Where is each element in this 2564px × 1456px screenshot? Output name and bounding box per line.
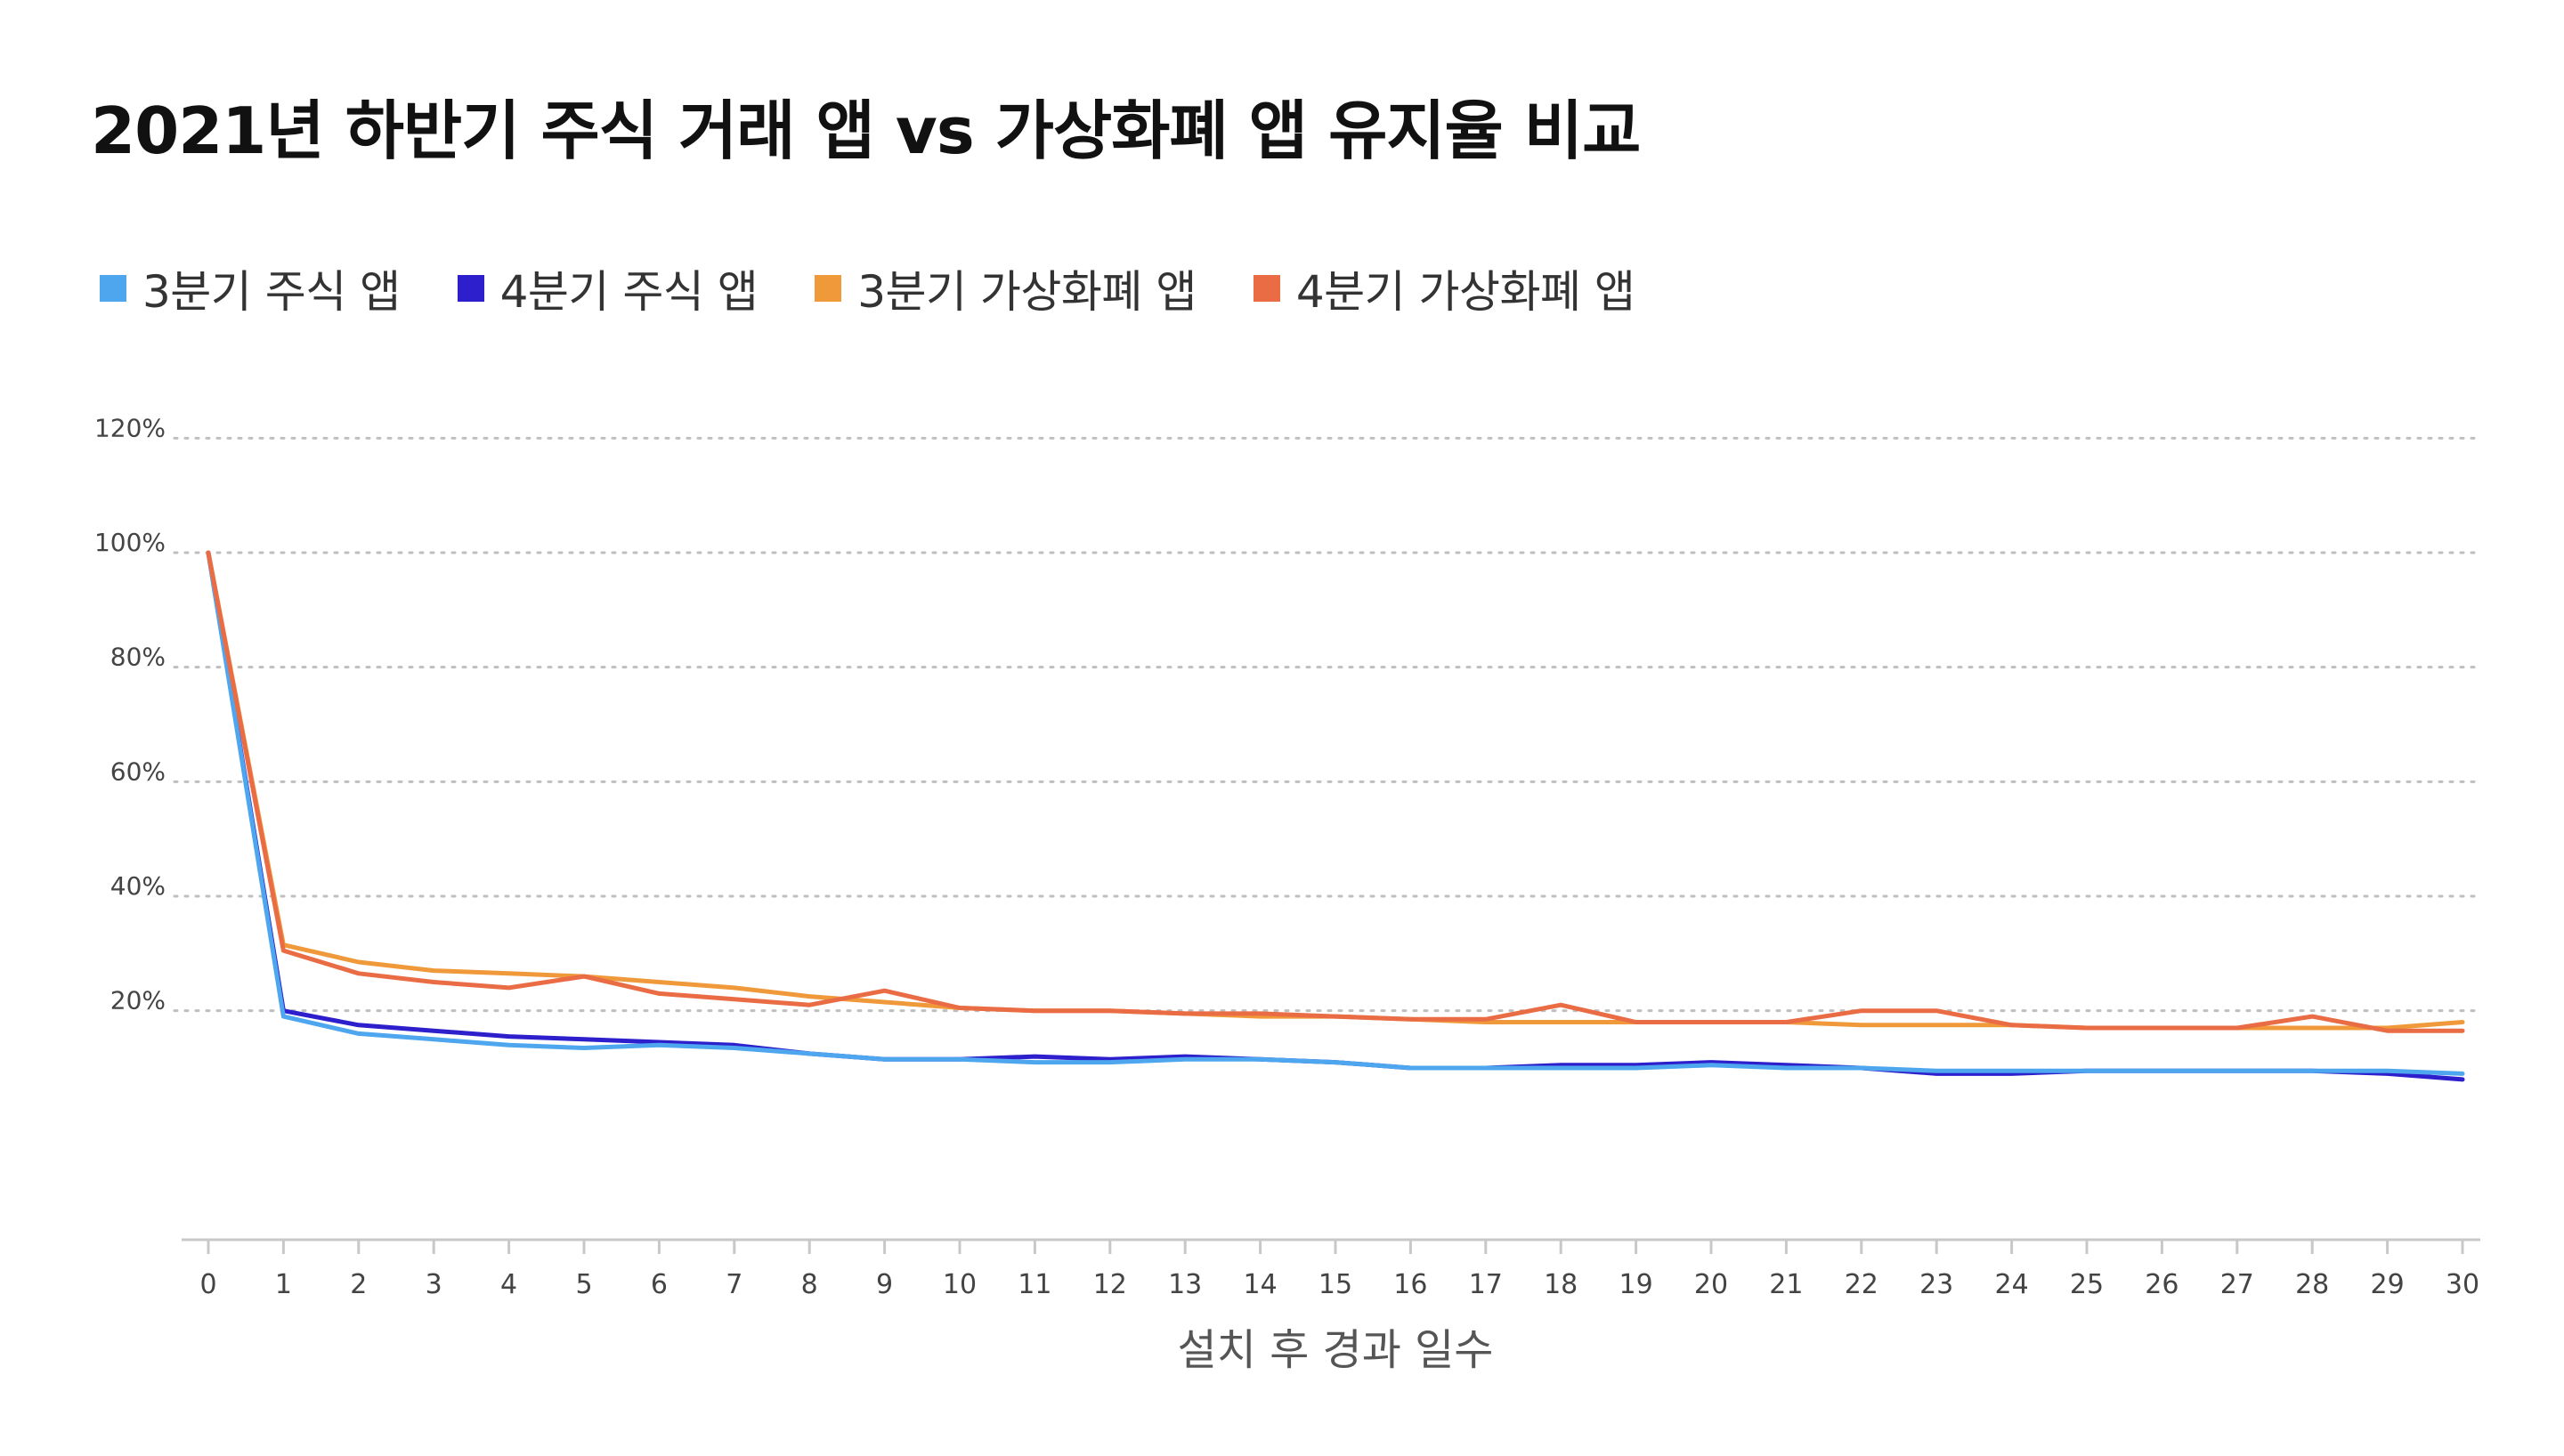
x-tick-label: 25 xyxy=(2070,1269,2104,1300)
legend-label: 3분기 주식 앱 xyxy=(142,266,401,318)
x-tick-label: 2 xyxy=(350,1269,367,1300)
x-tick-label: 3 xyxy=(426,1269,442,1300)
x-tick-label: 28 xyxy=(2295,1269,2329,1300)
y-tick-label: 120% xyxy=(94,413,166,442)
x-tick-label: 0 xyxy=(199,1269,216,1300)
series-line xyxy=(206,550,2465,1076)
legend-item[interactable]: 4분기 주식 앱 xyxy=(457,256,759,320)
x-tick-label: 5 xyxy=(575,1269,592,1300)
x-tick-label: 1 xyxy=(275,1269,292,1300)
legend-item[interactable]: 3분기 가상화폐 앱 xyxy=(815,256,1197,320)
x-tick-label: 15 xyxy=(1319,1269,1352,1300)
y-tick-label: 60% xyxy=(110,756,166,786)
legend-swatch xyxy=(457,275,484,302)
legend-item[interactable]: 4분기 가상화폐 앱 xyxy=(1253,256,1635,320)
x-tick-label: 16 xyxy=(1393,1269,1427,1300)
x-tick-label: 13 xyxy=(1168,1269,1202,1300)
x-tick-label: 18 xyxy=(1544,1269,1578,1300)
legend-swatch xyxy=(815,275,842,302)
x-tick-label: 12 xyxy=(1093,1269,1127,1300)
x-tick-label: 30 xyxy=(2446,1269,2479,1300)
x-tick-label: 7 xyxy=(726,1269,742,1300)
y-tick-label: 20% xyxy=(110,986,166,1015)
x-tick-label: 22 xyxy=(1845,1269,1878,1300)
series-line xyxy=(206,550,2465,1033)
x-tick-label: 26 xyxy=(2145,1269,2179,1300)
legend-swatch xyxy=(1253,275,1280,302)
x-tick-label: 11 xyxy=(1018,1269,1051,1300)
y-tick-label: 40% xyxy=(110,871,166,901)
x-tick-label: 29 xyxy=(2371,1269,2405,1300)
x-tick-label: 24 xyxy=(1995,1269,2029,1300)
chart-title: 2021년 하반기 주식 거래 앱 vs 가상화폐 앱 유지율 비교 xyxy=(91,93,1641,168)
x-axis-title: 설치 후 경과 일수 xyxy=(1178,1325,1494,1375)
x-tick-label: 21 xyxy=(1769,1269,1803,1300)
chart-legend: 3분기 주식 앱 4분기 주식 앱 3분기 가상화폐 앱 4분기 가상화폐 앱 xyxy=(100,256,1692,320)
x-tick-label: 6 xyxy=(651,1269,668,1300)
legend-label: 4분기 가상화폐 앱 xyxy=(1295,266,1635,318)
x-tick-label: 14 xyxy=(1244,1269,1278,1300)
legend-label: 3분기 가상화폐 앱 xyxy=(857,266,1197,318)
x-tick-label: 23 xyxy=(1919,1269,1953,1300)
x-tick-label: 8 xyxy=(801,1269,818,1300)
x-tick-label: 17 xyxy=(1469,1269,1503,1300)
y-tick-label: 100% xyxy=(94,528,166,557)
x-tick-label: 9 xyxy=(876,1269,893,1300)
x-tick-label: 20 xyxy=(1694,1269,1728,1300)
x-tick-label: 27 xyxy=(2220,1269,2254,1300)
legend-item[interactable]: 3분기 주식 앱 xyxy=(100,256,401,320)
series-line xyxy=(206,550,2465,1082)
legend-label: 4분기 주식 앱 xyxy=(499,266,759,318)
y-tick-label: 80% xyxy=(110,643,166,672)
series-line xyxy=(206,550,2465,1031)
legend-swatch xyxy=(100,275,126,302)
x-tick-label: 10 xyxy=(943,1269,977,1300)
x-tick-label: 19 xyxy=(1619,1269,1653,1300)
x-tick-label: 4 xyxy=(500,1269,517,1300)
